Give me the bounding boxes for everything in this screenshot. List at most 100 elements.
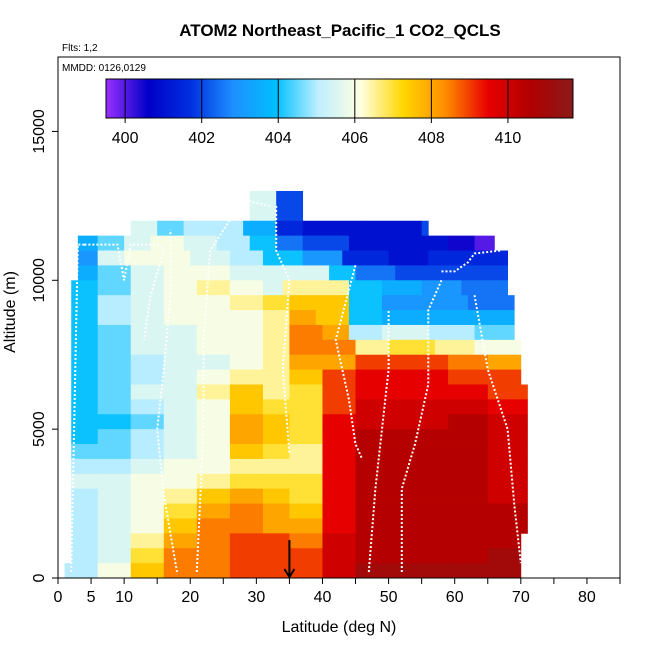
heatmap-cell-3-6	[262, 250, 304, 266]
heatmap-cell-19-2	[130, 488, 165, 504]
heatmap-cell-17-11	[448, 458, 489, 475]
heatmap-cell-6-8	[315, 295, 350, 311]
heatmap-cell-24-9	[355, 563, 403, 579]
heatmap-cell-15-9	[355, 429, 403, 445]
heatmap-cell-19-1	[97, 488, 132, 504]
heatmap-cell-8-2	[130, 324, 165, 341]
heatmap-cell-2-10	[401, 235, 449, 251]
heatmap-cell-8-12	[474, 324, 515, 341]
heatmap-cell-17-4	[196, 458, 231, 475]
heatmap-cell-24-8	[322, 563, 356, 579]
heatmap-cell-21-10	[401, 518, 449, 534]
heatmap-cell-11-8	[322, 369, 356, 385]
heatmap-cell-21-8	[322, 518, 356, 534]
heatmap-cell-22-5	[229, 533, 264, 549]
heatmap-cell-24-3	[163, 563, 198, 579]
heatmap-cell-18-10	[401, 473, 449, 490]
heatmap-cell-10-2	[130, 354, 165, 370]
heatmap-cell-12-2	[130, 384, 165, 400]
heatmap-cell-8-3	[163, 324, 198, 341]
heatmap-cell-6-2	[130, 295, 165, 311]
heatmap-cell-16-3	[163, 444, 198, 460]
x-tick-label-7: 60	[446, 589, 464, 606]
y-tick-label-3: 15000	[31, 109, 48, 154]
heatmap-cell-22-8	[322, 533, 356, 549]
heatmap-cell-7-10	[381, 310, 429, 326]
heatmap-cell-4-9	[355, 265, 396, 281]
heatmap-cell-22-10	[401, 533, 449, 549]
heatmap-cell-11-7	[289, 369, 323, 385]
annotations	[283, 540, 296, 579]
heatmap-cell-15-7	[289, 429, 323, 445]
heatmap-cell-4-12	[474, 265, 508, 281]
heatmap-cell-20-11	[448, 503, 489, 519]
heatmap-cell-14-1	[97, 414, 132, 430]
heatmap-cell-8-7	[289, 324, 323, 341]
heatmap-cell-11-11	[448, 369, 489, 385]
heatmap-cell-3-0	[77, 250, 99, 266]
heatmap-cell-22-3	[163, 533, 198, 549]
heatmap-cell-23-4	[196, 548, 231, 564]
heatmap-cell-15-3	[163, 429, 198, 445]
heatmap-cell-12-12	[487, 384, 528, 400]
heatmap-cell-7-9	[348, 310, 383, 326]
heatmap-cell-10-0	[71, 354, 99, 370]
heatmap-cell-5-3	[163, 280, 198, 296]
heatmap-cell-13-3	[163, 399, 198, 415]
colorbar-tick-label-2: 404	[265, 130, 292, 147]
heatmap-cell-16-11	[448, 444, 489, 460]
heatmap-cell-9-10	[388, 339, 436, 356]
heatmap-cell-6-1	[97, 295, 132, 311]
heatmap-cell-18-6	[262, 473, 290, 490]
heatmap-cell-4-5	[229, 265, 264, 281]
plot-frame	[57, 56, 621, 579]
colorbar-tick-label-4: 408	[418, 130, 445, 147]
heatmap-cell-12-3	[163, 384, 198, 400]
heatmap-cell-10-12	[487, 354, 522, 370]
heatmap-cell-4-10	[395, 265, 436, 281]
heatmap-cell-12-1	[97, 384, 132, 400]
heatmap-cell-22-11	[448, 533, 489, 549]
heatmap-cell-19-4	[196, 488, 231, 504]
heatmap-cell-15-1	[97, 429, 132, 445]
heatmap-cell-2-2	[124, 235, 151, 251]
heatmap-cell-4-4	[196, 265, 231, 281]
heatmap-cell-14-3	[163, 414, 198, 430]
heatmap-cell-13-2	[130, 399, 165, 415]
heatmap-cell-7-0	[71, 310, 99, 326]
heatmap-cell-15-11	[448, 429, 489, 445]
heatmap-cell-16-7	[289, 444, 323, 460]
heatmap-cell-24-12	[487, 563, 522, 579]
heatmap-cell-18-5	[229, 473, 264, 490]
heatmap-cell-23-1	[97, 548, 132, 564]
heatmap-cell-2-6	[249, 235, 277, 251]
heatmap-cell-23-11	[448, 548, 489, 564]
x-tick-label-9: 80	[578, 589, 596, 606]
x-tick-label-5: 40	[314, 589, 332, 606]
heatmap-cell-8-11	[428, 324, 475, 341]
heatmap-cell-19-3	[163, 488, 198, 504]
heatmap-cell-0-0	[249, 190, 277, 222]
heatmap-cell-24-0	[64, 563, 99, 579]
heatmap-cell-6-7	[289, 295, 317, 311]
heatmap-cell-14-11	[448, 414, 489, 430]
colorbar: 400 402 404 406 408 410	[105, 78, 574, 147]
heatmap-cell-23-10	[401, 548, 449, 564]
flight-track-4	[275, 205, 291, 454]
heatmap-cell-7-8	[315, 310, 350, 326]
flight-track-2	[156, 229, 178, 573]
heatmap-cell-12-6	[262, 384, 290, 400]
flight-tracks	[70, 198, 522, 573]
heatmap-cell-5-8	[315, 280, 350, 296]
heatmap-cell-1-6	[302, 220, 363, 237]
heatmap-cell-13-0	[71, 399, 99, 415]
heatmap-cell-3-8	[342, 250, 389, 266]
heatmap-cell-21-11	[448, 518, 489, 534]
heatmap-cell-9-11	[434, 339, 475, 356]
heatmap-cell-11-2	[130, 369, 165, 385]
heatmap-cell-16-8	[322, 444, 356, 460]
heatmap-cell-19-12	[487, 488, 528, 504]
heatmap-cell-15-10	[401, 429, 449, 445]
heatmap-cell-13-5	[229, 399, 264, 415]
